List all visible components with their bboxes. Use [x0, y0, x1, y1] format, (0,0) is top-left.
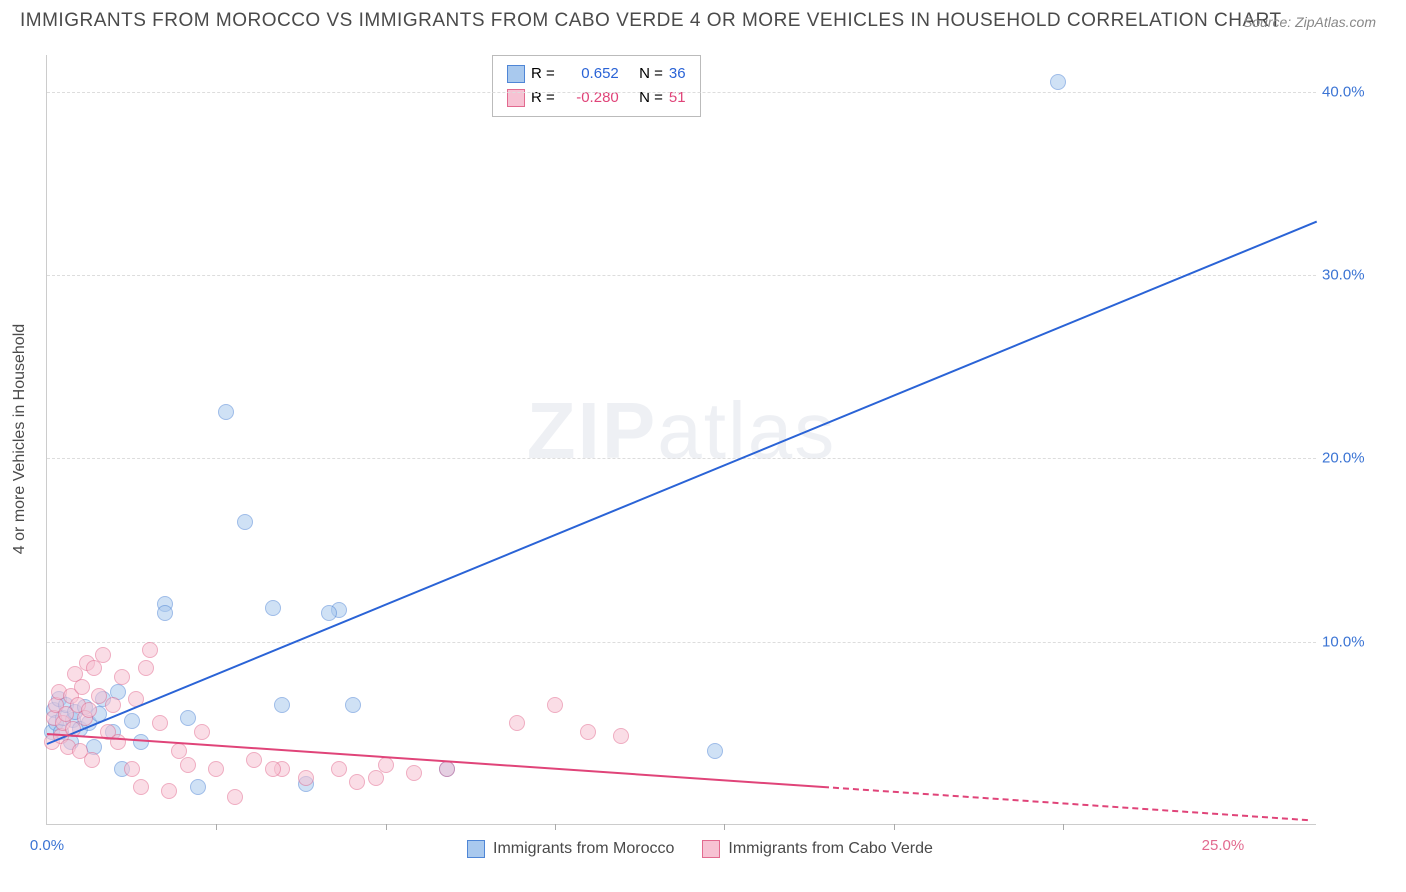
series-legend: Immigrants from Morocco Immigrants from … — [467, 840, 933, 858]
data-point — [208, 761, 224, 777]
data-point — [218, 404, 234, 420]
n-value-2: 51 — [669, 86, 686, 110]
data-point — [580, 724, 596, 740]
stats-legend: R = 0.652 N = 36 R = -0.280 N = 51 — [492, 55, 701, 117]
legend-swatch-1 — [467, 840, 485, 858]
trend-line — [823, 786, 1308, 821]
watermark-zip: ZIP — [527, 385, 657, 474]
n-label-1: N = — [639, 62, 663, 86]
data-point — [274, 697, 290, 713]
x-tick-label: 0.0% — [30, 837, 64, 854]
data-point — [180, 757, 196, 773]
data-point — [246, 752, 262, 768]
legend-swatch-2 — [702, 840, 720, 858]
stats-row-series-1: R = 0.652 N = 36 — [507, 62, 686, 86]
r-value-1: 0.652 — [561, 62, 619, 86]
data-point — [406, 765, 422, 781]
y-tick-label: 20.0% — [1322, 450, 1382, 467]
data-point — [190, 779, 206, 795]
trend-line — [47, 733, 823, 788]
y-tick-label: 40.0% — [1322, 83, 1382, 100]
data-point — [124, 761, 140, 777]
gridline — [47, 92, 1316, 93]
gridline — [47, 275, 1316, 276]
y-tick-label: 10.0% — [1322, 633, 1382, 650]
source-label: Source: ZipAtlas.com — [1243, 14, 1376, 30]
data-point — [105, 697, 121, 713]
data-point — [81, 702, 97, 718]
legend-item-2: Immigrants from Cabo Verde — [702, 840, 933, 858]
page-title: IMMIGRANTS FROM MOROCCO VS IMMIGRANTS FR… — [20, 10, 1282, 32]
data-point — [265, 761, 281, 777]
data-point — [171, 743, 187, 759]
data-point — [349, 774, 365, 790]
legend-label-2: Immigrants from Cabo Verde — [728, 840, 933, 858]
data-point — [1050, 74, 1066, 90]
data-point — [161, 783, 177, 799]
data-point — [95, 647, 111, 663]
data-point — [321, 605, 337, 621]
x-tick-mark — [894, 824, 895, 830]
legend-item-1: Immigrants from Morocco — [467, 840, 674, 858]
x-tick-mark — [386, 824, 387, 830]
data-point — [613, 728, 629, 744]
gridline — [47, 458, 1316, 459]
data-point — [194, 724, 210, 740]
data-point — [180, 710, 196, 726]
data-point — [439, 761, 455, 777]
data-point — [298, 770, 314, 786]
r-value-2: -0.280 — [561, 86, 619, 110]
data-point — [152, 715, 168, 731]
stats-row-series-2: R = -0.280 N = 51 — [507, 86, 686, 110]
data-point — [142, 642, 158, 658]
data-point — [237, 514, 253, 530]
data-point — [331, 761, 347, 777]
swatch-series-1 — [507, 65, 525, 83]
r-label-1: R = — [531, 62, 555, 86]
data-point — [74, 679, 90, 695]
x-tick-mark — [724, 824, 725, 830]
data-point — [138, 660, 154, 676]
scatter-plot: ZIPatlas R = 0.652 N = 36 R = -0.280 N =… — [46, 55, 1316, 825]
data-point — [707, 743, 723, 759]
legend-label-1: Immigrants from Morocco — [493, 840, 674, 858]
trend-line — [47, 220, 1318, 744]
data-point — [368, 770, 384, 786]
data-point — [509, 715, 525, 731]
data-point — [114, 669, 130, 685]
r-label-2: R = — [531, 86, 555, 110]
data-point — [124, 713, 140, 729]
gridline — [47, 642, 1316, 643]
watermark: ZIPatlas — [527, 384, 836, 476]
x-tick-label: 25.0% — [1202, 837, 1245, 854]
data-point — [227, 789, 243, 805]
data-point — [84, 752, 100, 768]
n-label-2: N = — [639, 86, 663, 110]
x-tick-mark — [555, 824, 556, 830]
x-tick-mark — [1063, 824, 1064, 830]
y-tick-label: 30.0% — [1322, 267, 1382, 284]
data-point — [345, 697, 361, 713]
data-point — [133, 779, 149, 795]
n-value-1: 36 — [669, 62, 686, 86]
data-point — [547, 697, 563, 713]
data-point — [157, 605, 173, 621]
data-point — [265, 600, 281, 616]
x-tick-mark — [216, 824, 217, 830]
data-point — [110, 734, 126, 750]
y-axis-label: 4 or more Vehicles in Household — [11, 279, 29, 599]
